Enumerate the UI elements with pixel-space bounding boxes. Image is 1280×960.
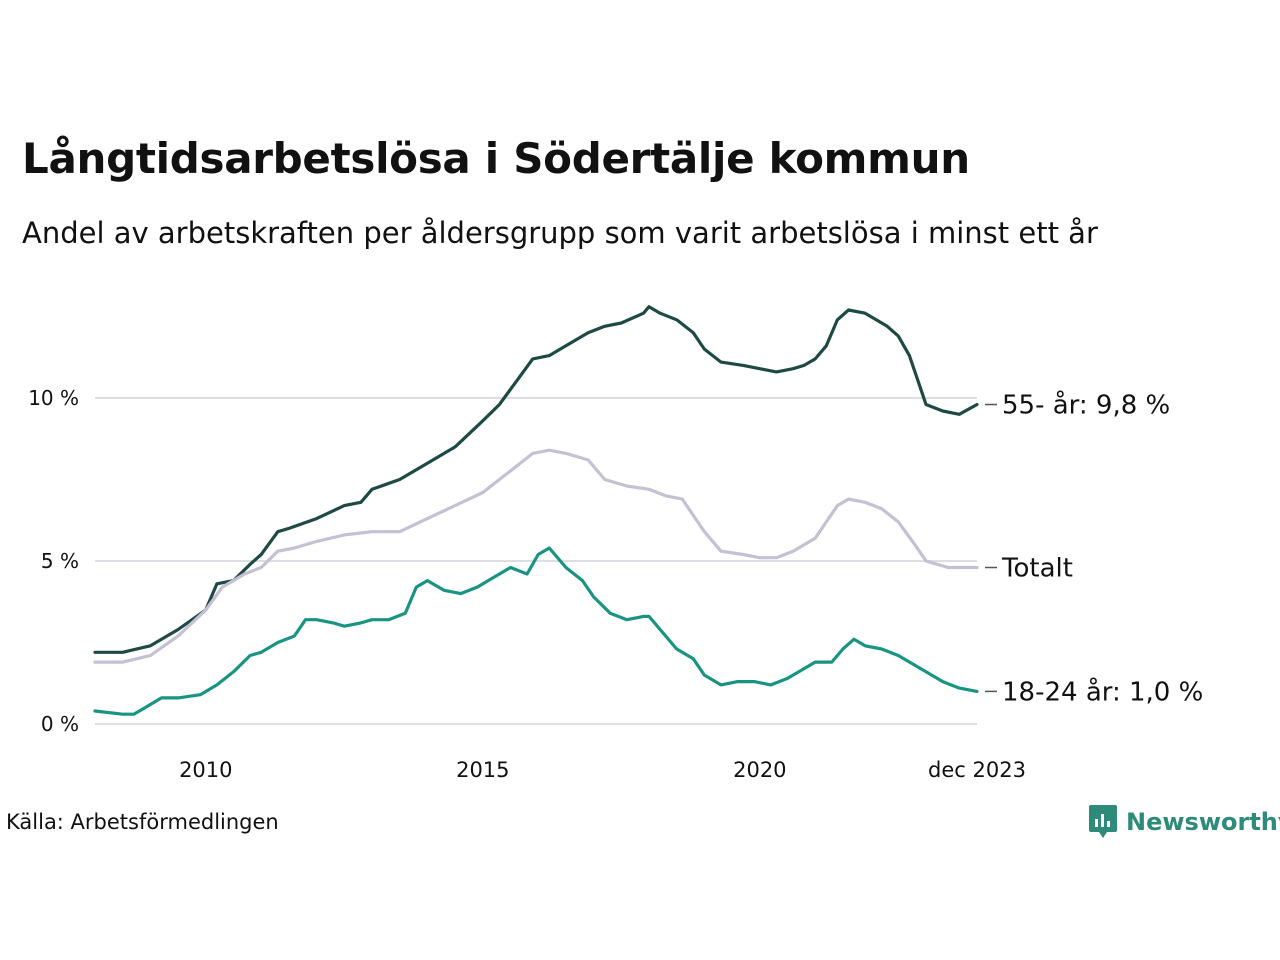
series-end-label: 18-24 år: 1,0 % xyxy=(1002,676,1203,707)
y-tick-label: 10 % xyxy=(28,386,79,410)
series-end-labels: 55- år: 9,8 % Totalt 18-24 år: 1,0 % xyxy=(985,390,1203,707)
x-tick-label: 2010 xyxy=(179,758,232,782)
y-tick-label: 0 % xyxy=(41,712,79,736)
series-line-1 xyxy=(93,448,979,664)
x-tick-label: 2020 xyxy=(733,758,786,782)
source-note: Källa: Arbetsförmedlingen xyxy=(6,810,279,834)
chart-subtitle: Andel av arbetskraften per åldersgrupp s… xyxy=(22,216,1098,250)
series-line-2 xyxy=(93,546,979,716)
series-lines xyxy=(93,305,979,716)
brand-name: Newsworthy xyxy=(1126,808,1280,836)
y-axis-ticks: 0 % 5 % 10 % xyxy=(28,386,79,736)
x-tick-label: dec 2023 xyxy=(928,758,1026,782)
series-line-0 xyxy=(93,305,979,654)
y-tick-label: 5 % xyxy=(41,549,79,573)
x-tick-label: 2015 xyxy=(456,758,509,782)
x-axis-ticks: 2010 2015 2020 dec 2023 xyxy=(179,758,1026,782)
newsworthy-logo-icon xyxy=(1089,805,1117,838)
brand-logo[interactable]: Newsworthy xyxy=(1088,804,1280,840)
series-end-label: Totalt xyxy=(1001,554,1073,584)
series-end-label: 55- år: 9,8 % xyxy=(1002,390,1170,421)
chart-title: Långtidsarbetslösa i Södertälje kommun xyxy=(22,134,970,183)
